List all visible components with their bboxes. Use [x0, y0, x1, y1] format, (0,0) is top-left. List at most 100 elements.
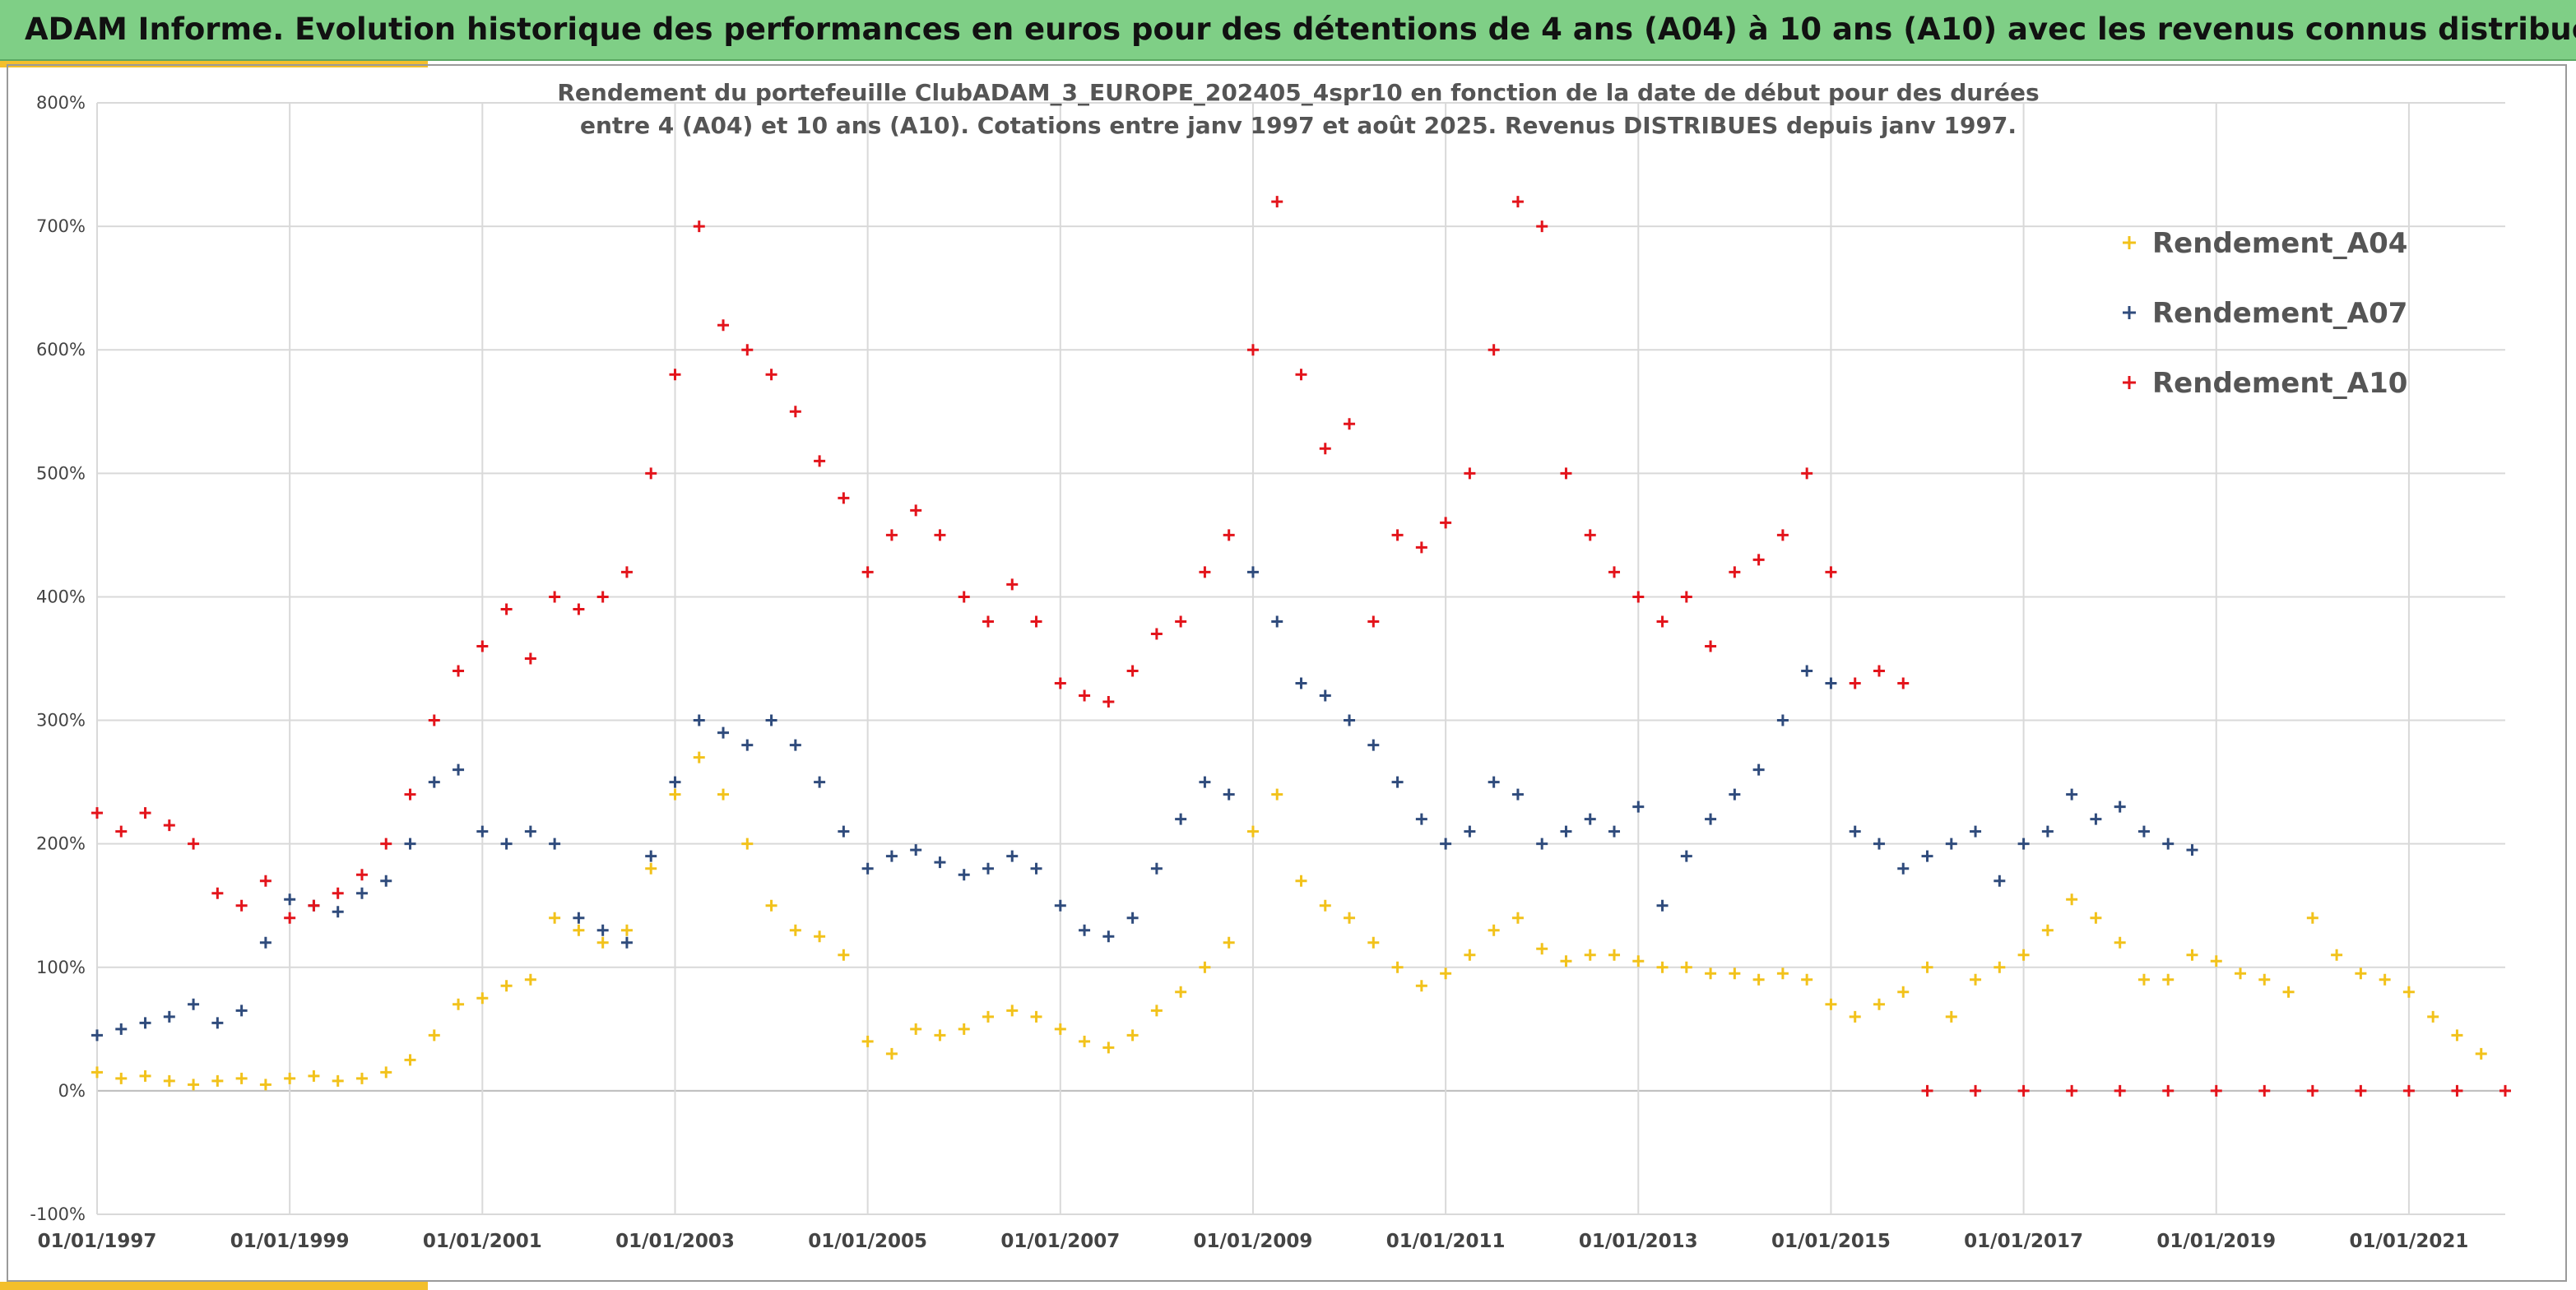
data-point-Rendement_A07	[1054, 899, 1066, 912]
x-tick-label: 01/01/2003	[615, 1231, 735, 1252]
data-point-Rendement_A04	[1536, 943, 1548, 955]
data-point-Rendement_A10	[308, 899, 320, 912]
data-point-Rendement_A10	[717, 319, 730, 332]
data-point-Rendement_A04	[1873, 998, 1885, 1010]
data-point-Rendement_A07	[1199, 776, 1211, 788]
data-point-Rendement_A04	[573, 924, 585, 936]
data-point-Rendement_A04	[2210, 955, 2222, 968]
data-point-Rendement_A04	[332, 1074, 344, 1087]
x-tick-label: 01/01/2005	[808, 1231, 927, 1252]
data-point-Rendement_A07	[596, 924, 609, 936]
data-point-Rendement_A07	[1030, 862, 1042, 875]
data-point-Rendement_A04	[1175, 986, 1187, 998]
data-point-Rendement_A04	[693, 751, 705, 763]
data-point-Rendement_A04	[2137, 973, 2150, 986]
data-point-Rendement_A10	[524, 652, 536, 665]
data-point-Rendement_A10	[910, 504, 922, 517]
data-point-Rendement_A07	[2066, 788, 2078, 800]
data-point-Rendement_A10	[549, 591, 561, 603]
data-point-Rendement_A07	[2041, 825, 2054, 838]
x-axis: 01/01/1997 01/01/1999 01/01/2001 01/01/2003…	[38, 1231, 2469, 1252]
data-point-Rendement_A07	[1752, 763, 1765, 776]
x-tick-label: 01/01/2011	[1386, 1231, 1506, 1252]
data-point-Rendement_A04	[789, 924, 801, 936]
data-point-Rendement_A04	[2282, 986, 2295, 998]
data-point-Rendement_A10	[885, 529, 898, 541]
data-point-Rendement_A04	[163, 1074, 175, 1087]
data-point-Rendement_A10	[2066, 1084, 2078, 1097]
data-point-Rendement_A07	[982, 862, 994, 875]
data-point-Rendement_A10	[1488, 344, 1500, 356]
data-point-Rendement_A07	[1006, 850, 1019, 862]
data-point-Rendement_A04	[669, 788, 681, 800]
data-point-Rendement_A10	[188, 838, 200, 850]
data-point-Rendement_A07	[934, 856, 946, 869]
data-point-Rendement_A07	[259, 936, 272, 949]
y-tick-label: 700%	[36, 216, 86, 236]
legend-label: Rendement_A10	[2152, 367, 2407, 400]
data-point-Rendement_A10	[476, 640, 489, 652]
data-point-Rendement_A10	[115, 825, 128, 838]
data-point-Rendement_A10	[1656, 615, 1669, 628]
data-point-Rendement_A10	[1801, 467, 1813, 480]
chart-title-line2: entre 4 (A04) et 10 ans (A10). Cotations…	[580, 112, 2017, 139]
data-point-Rendement_A10	[1608, 566, 1621, 578]
chart-grid	[96, 102, 2505, 1215]
data-point-Rendement_A10	[163, 819, 175, 832]
data-point-Rendement_A10	[1344, 418, 1356, 430]
data-point-Rendement_A04	[1271, 788, 1283, 800]
data-point-Rendement_A04	[115, 1072, 128, 1084]
data-point-Rendement_A07	[765, 714, 777, 726]
data-point-Rendement_A07	[1632, 800, 1645, 813]
data-point-Rendement_A04	[1897, 986, 1910, 998]
data-point-Rendement_A04	[1440, 968, 1452, 980]
data-point-Rendement_A10	[91, 807, 103, 819]
data-point-Rendement_A04	[549, 912, 561, 924]
data-point-Rendement_A04	[2066, 893, 2078, 906]
data-point-Rendement_A04	[1246, 825, 1259, 838]
data-point-Rendement_A10	[1102, 696, 1115, 708]
data-point-Rendement_A10	[2355, 1084, 2367, 1097]
data-point-Rendement_A04	[524, 973, 536, 986]
data-point-Rendement_A10	[1054, 677, 1066, 689]
data-point-Rendement_A07	[235, 1005, 248, 1017]
data-point-Rendement_A07	[1415, 813, 1427, 825]
data-point-Rendement_A04	[1849, 1010, 1861, 1023]
data-point-Rendement_A04	[1560, 955, 1572, 968]
x-tick-label: 01/01/1999	[230, 1231, 350, 1252]
x-tick-label: 01/01/2019	[2156, 1231, 2276, 1252]
data-point-Rendement_A10	[453, 665, 465, 677]
legend-label: Rendement_A07	[2152, 297, 2407, 330]
accent-bar-bottom	[0, 1282, 428, 1290]
data-point-Rendement_A04	[1150, 1005, 1163, 1017]
chart-series	[91, 196, 2511, 1097]
data-point-Rendement_A04	[1608, 949, 1621, 961]
chart-legend: Rendement_A04 Rendement_A07 Rendement_A10	[2123, 227, 2407, 400]
data-point-Rendement_A07	[1705, 813, 1717, 825]
data-point-Rendement_A07	[1584, 813, 1596, 825]
data-point-Rendement_A10	[1897, 677, 1910, 689]
data-point-Rendement_A07	[1391, 776, 1404, 788]
data-point-Rendement_A07	[1849, 825, 1861, 838]
data-point-Rendement_A07	[1970, 825, 1982, 838]
data-point-Rendement_A04	[2090, 912, 2102, 924]
data-point-Rendement_A10	[2162, 1084, 2175, 1097]
data-point-Rendement_A10	[2402, 1084, 2415, 1097]
legend-marker	[2123, 376, 2136, 389]
data-point-Rendement_A04	[2162, 973, 2175, 986]
x-tick-label: 01/01/2009	[1194, 1231, 1313, 1252]
header-title: ADAM Informe. Evolution historique des p…	[25, 12, 2576, 47]
data-point-Rendement_A04	[1511, 912, 1524, 924]
data-point-Rendement_A07	[741, 739, 754, 751]
data-point-Rendement_A04	[2451, 1029, 2463, 1042]
data-point-Rendement_A04	[500, 980, 513, 992]
data-point-Rendement_A10	[2451, 1084, 2463, 1097]
data-point-Rendement_A10	[259, 875, 272, 887]
data-point-Rendement_A04	[2041, 924, 2054, 936]
data-point-Rendement_A07	[188, 998, 200, 1010]
data-point-Rendement_A07	[355, 887, 368, 899]
data-point-Rendement_A07	[1536, 838, 1548, 850]
data-point-Rendement_A04	[2402, 986, 2415, 998]
data-point-Rendement_A07	[1680, 850, 1692, 862]
data-point-Rendement_A07	[1367, 739, 1380, 751]
